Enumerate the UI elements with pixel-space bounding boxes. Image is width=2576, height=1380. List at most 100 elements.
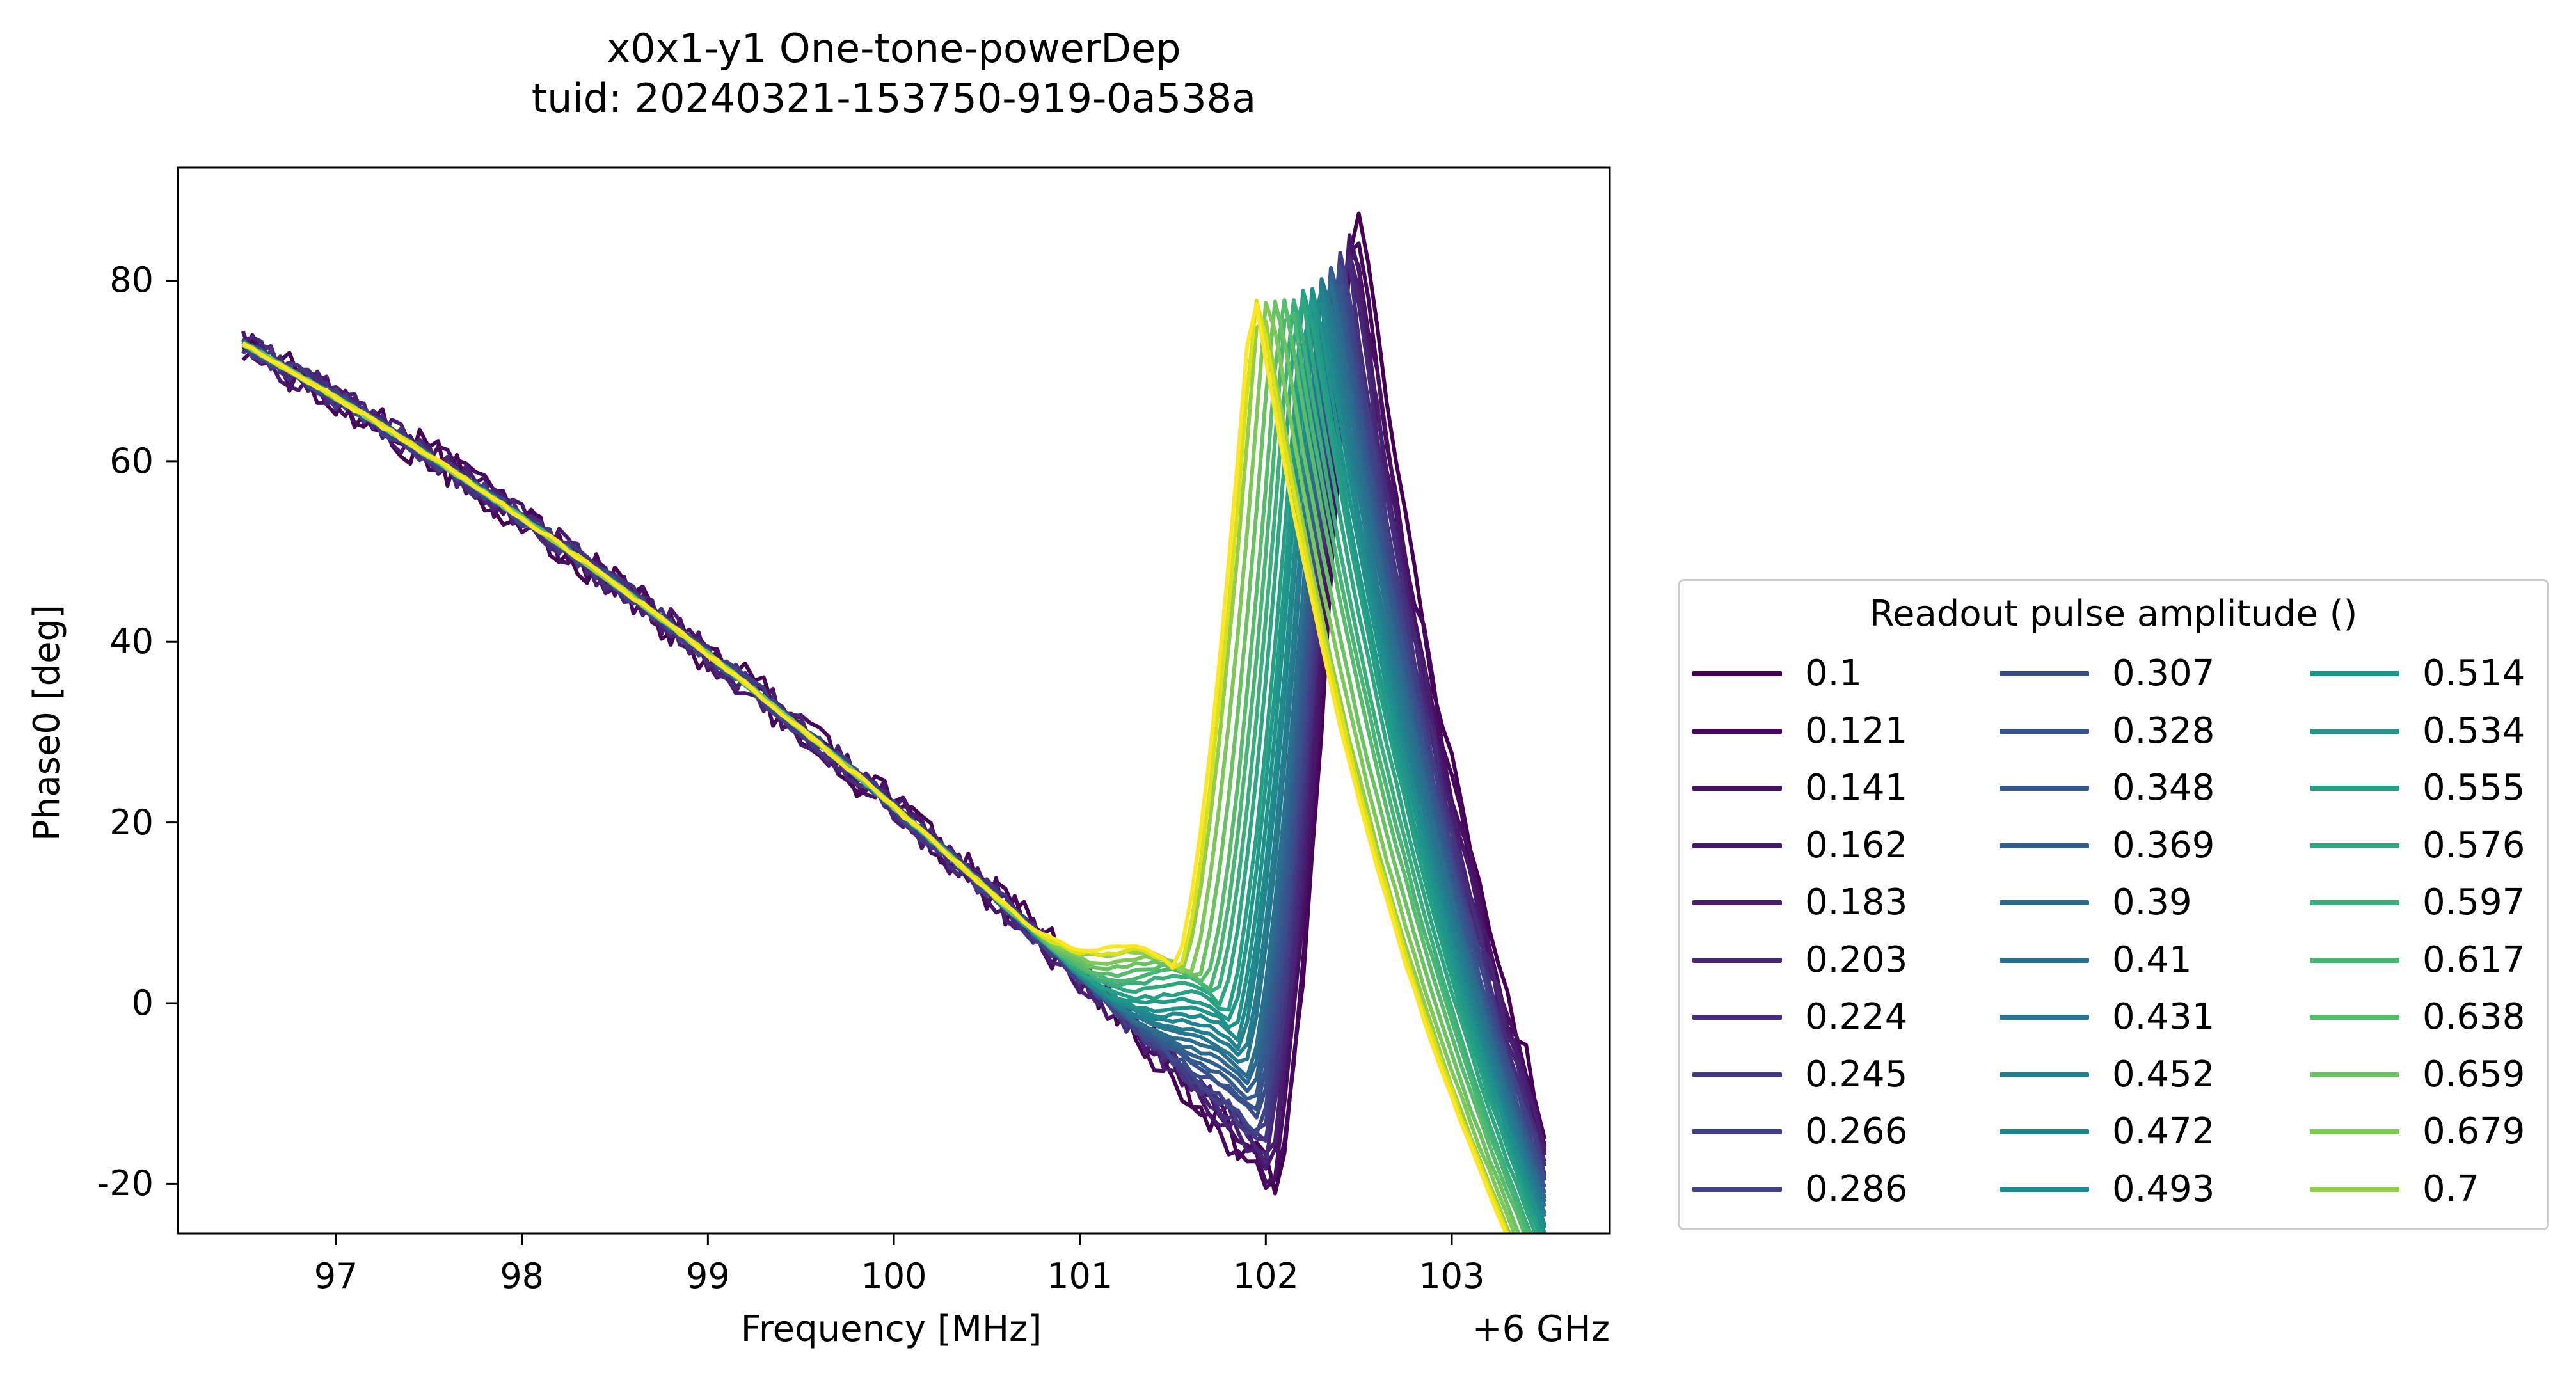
legend-swatch	[1692, 671, 1782, 676]
legend-item: 0.1	[1692, 648, 1862, 699]
legend-item: 0.245	[1692, 1049, 1907, 1100]
legend-swatch	[2000, 900, 2089, 905]
legend-item: 0.39	[2000, 877, 2192, 928]
x-axis-label: Frequency [MHz]	[740, 1308, 1042, 1350]
x-tick-label: 97	[314, 1256, 358, 1296]
legend-label: 0.162	[1805, 824, 1908, 866]
legend-item: 0.266	[1692, 1106, 1907, 1157]
x-tick-label: 100	[861, 1256, 927, 1296]
legend-item: 0.369	[2000, 820, 2214, 871]
legend-swatch	[2310, 786, 2399, 791]
legend-swatch	[1692, 843, 1782, 848]
legend-swatch	[1692, 1072, 1782, 1077]
legend-swatch	[1692, 900, 1782, 905]
legend-item: 0.431	[2000, 992, 2214, 1043]
legend-swatch	[2000, 1072, 2089, 1077]
legend-item: 0.659	[2310, 1049, 2525, 1100]
legend-label: 0.617	[2422, 939, 2525, 981]
legend-item: 0.41	[2000, 935, 2192, 986]
legend-label: 0.183	[1805, 882, 1908, 923]
x-tick-label: 101	[1047, 1256, 1113, 1296]
legend-label: 0.286	[1805, 1168, 1908, 1210]
legend-item: 0.203	[1692, 935, 1907, 986]
y-tick-label: 0	[131, 982, 154, 1023]
legend-label: 0.1	[1805, 653, 1863, 694]
legend-swatch	[2000, 1129, 2089, 1134]
legend-swatch	[2000, 671, 2089, 676]
legend-label: 0.493	[2112, 1168, 2215, 1210]
legend-label: 0.307	[2112, 653, 2215, 694]
x-tick-label: 102	[1232, 1256, 1299, 1296]
legend-item: 0.348	[2000, 763, 2214, 814]
legend-item: 0.7	[2310, 1164, 2479, 1215]
legend-swatch	[2310, 900, 2399, 905]
legend-label: 0.266	[1805, 1111, 1908, 1152]
legend-swatch	[2000, 1186, 2089, 1192]
legend-item: 0.514	[2310, 648, 2525, 699]
y-tick-label: 60	[109, 440, 154, 481]
legend-label: 0.7	[2422, 1168, 2480, 1210]
chart-subtitle: tuid: 20240321-153750-919-0a538a	[531, 75, 1257, 122]
legend-item: 0.121	[1692, 706, 1907, 757]
legend-label: 0.638	[2422, 996, 2525, 1038]
y-tick-label: 40	[109, 621, 154, 662]
legend-item: 0.493	[2000, 1164, 2214, 1215]
legend-swatch	[1692, 728, 1782, 734]
legend-label: 0.679	[2422, 1111, 2525, 1152]
series-line-0.7	[242, 302, 1508, 1233]
chart-title: x0x1-y1 One-tone-powerDep	[607, 25, 1181, 72]
legend-label: 0.597	[2422, 882, 2525, 923]
legend-item: 0.576	[2310, 820, 2525, 871]
legend-item: 0.141	[1692, 763, 1907, 814]
legend-swatch	[2000, 843, 2089, 848]
legend-swatch	[1692, 1129, 1782, 1134]
legend-swatch	[2000, 1015, 2089, 1020]
legend-label: 0.141	[1805, 767, 1908, 809]
legend-label: 0.41	[2112, 939, 2192, 981]
legend-label: 0.514	[2422, 653, 2525, 694]
legend-swatch	[2310, 843, 2399, 848]
legend-item: 0.472	[2000, 1106, 2214, 1157]
legend-label: 0.452	[2112, 1053, 2215, 1095]
legend-item: 0.286	[1692, 1164, 1907, 1215]
legend-label: 0.472	[2112, 1111, 2215, 1152]
legend-swatch	[1692, 1186, 1782, 1192]
legend-label: 0.203	[1805, 939, 1908, 981]
legend-label: 0.245	[1805, 1053, 1908, 1095]
legend-item: 0.162	[1692, 820, 1907, 871]
legend-swatch	[2310, 1186, 2399, 1192]
legend-swatch	[2310, 728, 2399, 734]
x-tick-label: 98	[500, 1256, 545, 1296]
legend-label: 0.224	[1805, 996, 1908, 1038]
y-tick-label: -20	[97, 1163, 154, 1204]
legend-label: 0.39	[2112, 882, 2192, 923]
legend-item: 0.679	[2310, 1106, 2525, 1157]
y-axis-label: Phase0 [deg]	[26, 605, 68, 841]
x-tick-label: 99	[685, 1256, 730, 1296]
legend-item: 0.597	[2310, 877, 2525, 928]
legend-swatch	[1692, 957, 1782, 963]
legend-swatch	[2000, 957, 2089, 963]
legend-label: 0.555	[2422, 767, 2525, 809]
legend-swatch	[2310, 1129, 2399, 1134]
legend-item: 0.307	[2000, 648, 2214, 699]
legend-swatch	[2310, 1072, 2399, 1077]
x-tick-label: 103	[1419, 1256, 1485, 1296]
legend-title: Readout pulse amplitude ()	[1869, 593, 2358, 635]
legend-label: 0.534	[2422, 710, 2525, 752]
legend-label: 0.431	[2112, 996, 2215, 1038]
legend-item: 0.452	[2000, 1049, 2214, 1100]
legend-item: 0.224	[1692, 992, 1907, 1043]
legend-item: 0.555	[2310, 763, 2525, 814]
legend-item: 0.534	[2310, 706, 2525, 757]
legend-label: 0.348	[2112, 767, 2215, 809]
legend-item: 0.328	[2000, 706, 2214, 757]
legend-label: 0.369	[2112, 824, 2215, 866]
legend-swatch	[2310, 671, 2399, 676]
legend-swatch	[1692, 786, 1782, 791]
legend-swatch	[2000, 786, 2089, 791]
legend-label: 0.659	[2422, 1053, 2525, 1095]
y-tick-label: 20	[109, 802, 154, 843]
